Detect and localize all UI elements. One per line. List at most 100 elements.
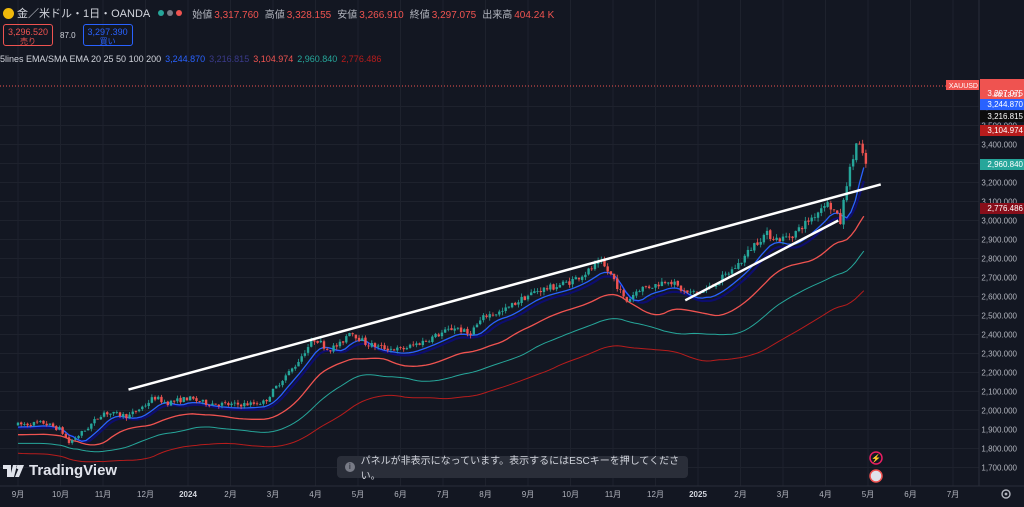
candle-body	[565, 281, 568, 283]
sell-label: 売り	[20, 37, 36, 46]
ema25-line	[17, 180, 865, 443]
candle-body	[351, 333, 354, 335]
candle-body	[99, 417, 103, 420]
candle-body	[147, 402, 150, 406]
candle-body	[459, 327, 463, 332]
ema25-tag-bg	[980, 111, 1024, 122]
candle-body	[641, 286, 644, 292]
ema100-line	[18, 250, 865, 453]
candle-body	[737, 263, 740, 269]
trendline-1	[128, 183, 882, 391]
indicator-legend[interactable]: 5lines EMA/SMA EMA 20 25 50 100 200 3,24…	[0, 54, 381, 64]
candle-body	[800, 227, 804, 230]
ema-lines	[17, 167, 865, 463]
ema50-line	[18, 215, 865, 446]
candle-body	[361, 338, 364, 342]
flash-glyph: ⚡	[871, 453, 881, 463]
candle-body	[733, 268, 737, 269]
candle-body	[740, 262, 743, 264]
candle-body	[542, 287, 546, 292]
candle-body	[48, 423, 52, 425]
y-tick-label: 2,100.000	[981, 388, 1017, 397]
candle-body	[32, 422, 36, 426]
y-tick-label: 2,300.000	[981, 350, 1017, 359]
candle-body	[510, 303, 514, 308]
candle-body	[236, 402, 240, 405]
candle-body	[26, 423, 29, 426]
candle-body	[185, 397, 189, 401]
candle-body	[832, 209, 836, 211]
candle-body	[437, 334, 440, 337]
candle-body	[118, 412, 122, 417]
candle-body	[271, 388, 275, 397]
candle-body	[686, 290, 689, 293]
ema50-tag-bg	[980, 125, 1024, 136]
candle-body	[64, 434, 68, 438]
candle-body	[90, 423, 93, 429]
candle-body	[211, 403, 214, 406]
candle-body	[667, 282, 670, 284]
x-tick-label: 6月	[394, 490, 406, 499]
ema100-value: 2,960.840	[297, 54, 338, 64]
ema20-tag-bg	[980, 99, 1024, 110]
candle-body	[208, 405, 211, 407]
candle-body	[727, 273, 731, 275]
y-tick-label: 3,400.000	[981, 141, 1017, 150]
candle-body	[475, 324, 479, 328]
candle-body	[533, 291, 536, 293]
x-tick-label: 5月	[862, 490, 874, 499]
y-tick-label: 2,900.000	[981, 236, 1017, 245]
last-price-tag: 3,297.075	[987, 89, 1023, 98]
tradingview-logo[interactable]: TradingView	[3, 462, 117, 479]
close-label: 終値	[409, 9, 430, 21]
candle-body	[568, 281, 571, 285]
candle-body	[749, 250, 753, 251]
candle-body	[631, 294, 635, 300]
x-tick-label: 5月	[352, 490, 364, 499]
candle-body	[96, 418, 99, 420]
candle-body	[217, 404, 221, 407]
candle-body	[268, 397, 272, 402]
candle-body	[239, 404, 243, 407]
candle-body	[609, 271, 613, 275]
status-dot-icon	[167, 10, 174, 16]
us-flag-event-icon[interactable]	[869, 469, 883, 483]
candle-body	[201, 399, 205, 402]
buy-button[interactable]: 3,297.390 買い	[82, 24, 133, 46]
candle-body	[440, 332, 444, 337]
candle-body	[380, 345, 383, 346]
candle-body	[77, 436, 80, 439]
x-tick-label: 10月	[562, 490, 579, 499]
candle-body	[392, 349, 396, 351]
candle-body	[396, 347, 399, 351]
candle-body	[115, 412, 119, 413]
sell-button[interactable]: 3,296.520 売り	[3, 24, 53, 46]
candle-body	[137, 409, 141, 412]
candle-body	[494, 314, 498, 316]
candle-body	[19, 422, 23, 425]
candle-body	[383, 345, 386, 350]
candle-body	[421, 340, 425, 346]
candle-body	[810, 217, 813, 222]
symbol-title[interactable]: 金／米ドル・1日・OANDA	[17, 8, 151, 20]
candle-body	[797, 227, 801, 232]
time-axis: 9月 10月 11月 12月 2024 2月 3月 4月 5月 6月 7月 8月 9月 10月 11月 12月…	[0, 485, 1024, 499]
settings-gear-icon[interactable]	[1000, 488, 1012, 500]
flash-event-icon[interactable]	[869, 451, 883, 465]
event-icons: ⚡	[869, 451, 883, 483]
candle-body	[176, 398, 179, 402]
candle-body	[166, 401, 170, 406]
candle-body	[93, 419, 96, 424]
x-tick-label: 2月	[224, 490, 236, 499]
candle-body	[679, 285, 683, 291]
candle-body	[412, 344, 415, 346]
y-tick-label: 2,500.000	[981, 312, 1017, 321]
chart-grid	[0, 0, 979, 486]
ema200-line	[17, 290, 865, 463]
candle-body	[303, 353, 307, 356]
candle-body	[491, 314, 495, 316]
candle-body	[855, 143, 858, 161]
candle-body	[469, 333, 472, 335]
